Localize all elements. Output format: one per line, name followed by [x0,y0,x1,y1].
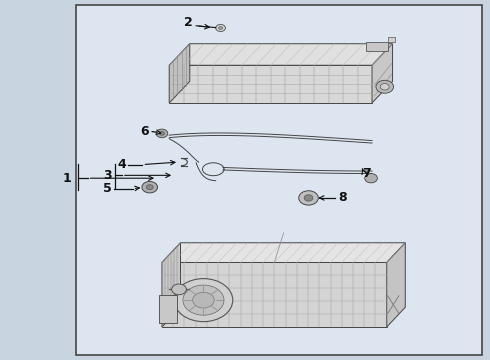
Circle shape [159,132,164,135]
Polygon shape [162,262,387,327]
Circle shape [147,185,153,190]
Circle shape [172,284,186,295]
Polygon shape [162,243,180,327]
Polygon shape [372,44,392,103]
Circle shape [193,292,214,308]
Circle shape [304,195,313,201]
Circle shape [299,191,318,205]
Text: 3: 3 [103,169,112,182]
Circle shape [183,285,224,315]
Bar [388,37,395,42]
Polygon shape [387,243,405,327]
Text: 8: 8 [339,192,347,204]
Bar [366,42,388,51]
Circle shape [156,129,168,138]
Text: 5: 5 [103,182,112,195]
Polygon shape [169,65,372,103]
Polygon shape [169,44,392,65]
Text: 6: 6 [141,125,149,138]
Circle shape [376,80,393,93]
Polygon shape [162,243,405,262]
Bar [76,5,482,355]
Circle shape [216,24,225,32]
Polygon shape [169,44,190,103]
Bar [159,295,176,323]
Circle shape [219,27,222,30]
Circle shape [365,174,377,183]
Circle shape [380,84,389,90]
Text: 2: 2 [184,17,193,30]
Text: 7: 7 [362,167,370,180]
Circle shape [142,181,158,193]
Circle shape [174,279,233,321]
Text: 1: 1 [62,172,71,185]
Text: 4: 4 [118,158,126,171]
